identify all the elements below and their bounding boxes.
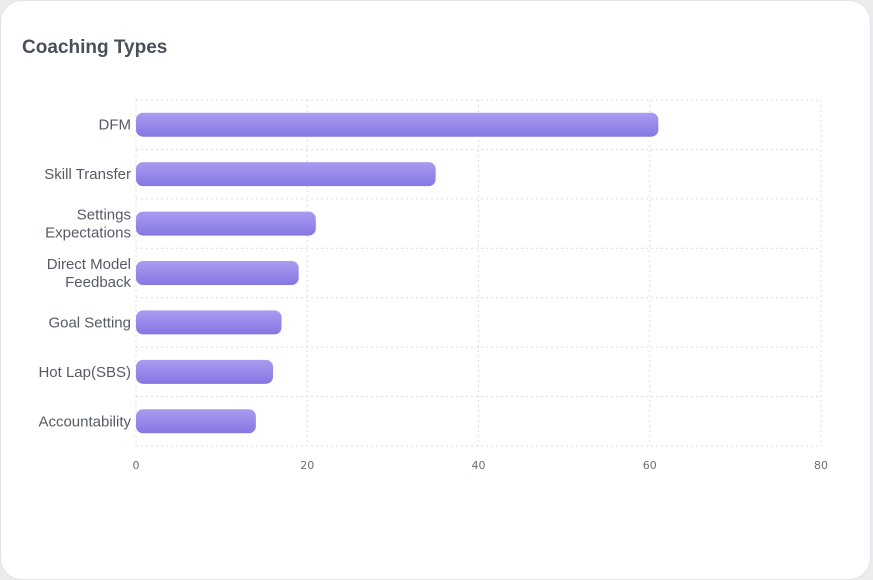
category-label: DFM [99,117,132,134]
category-label: Expectations [45,225,131,242]
category-label: Feedback [65,274,131,291]
bar[interactable] [136,359,273,384]
bars [136,112,659,434]
card-title: Coaching Types [22,37,168,58]
bar[interactable] [136,409,256,434]
bar[interactable] [136,112,659,137]
x-tick-label: 60 [643,459,657,472]
x-tick-label: 0 [133,459,140,472]
x-tick-label: 20 [300,459,314,472]
category-label: Settings [77,207,131,224]
x-tick-label: 80 [814,459,828,472]
category-label: Hot Lap(SBS) [38,364,131,381]
x-axis-ticks: 0 20 40 60 80 [133,459,829,472]
bar[interactable] [136,310,282,335]
bar[interactable] [136,211,316,236]
category-label: Direct Model [47,256,131,273]
category-label: Skill Transfer [44,166,131,183]
x-tick-label: 40 [472,459,486,472]
category-label: Accountability [38,413,131,430]
bar[interactable] [136,261,299,285]
bar[interactable] [136,162,436,187]
category-label: Goal Setting [48,314,131,331]
grid-lines [135,99,822,447]
